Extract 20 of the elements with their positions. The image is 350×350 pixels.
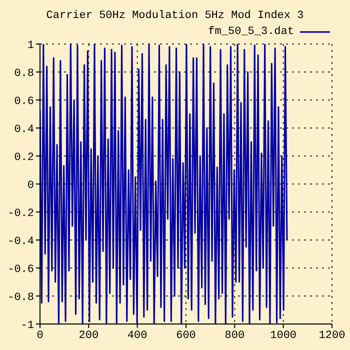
y-tick-label: -0.6 (8, 264, 34, 276)
y-tick-label: -0.4 (8, 236, 34, 248)
chart-title: Carrier 50Hz Modulation 5Hz Mod Index 3 (45, 10, 305, 22)
y-tick-label: 0 (27, 180, 34, 192)
y-tick-label: 0.2 (14, 152, 34, 164)
y-tick-label: 0.4 (14, 124, 34, 136)
x-tick-label: 200 (78, 330, 99, 342)
x-tick-label: 600 (176, 330, 196, 342)
y-tick-label: 1 (27, 40, 34, 52)
legend-label: fm_50_5_3.dat (208, 26, 294, 38)
y-tick-label: -0.2 (8, 208, 34, 220)
x-tick-label: 400 (127, 330, 148, 342)
x-tick-label: 1000 (270, 330, 297, 342)
x-tick-label: 1200 (318, 330, 346, 342)
x-tick-label: 800 (224, 330, 245, 342)
y-tick-label: 0.8 (14, 68, 34, 80)
x-tick-label: 0 (36, 330, 44, 342)
y-tick-label: -0.8 (8, 292, 34, 304)
y-tick-label: -1 (20, 320, 34, 332)
y-tick-label: 0.6 (14, 96, 34, 108)
